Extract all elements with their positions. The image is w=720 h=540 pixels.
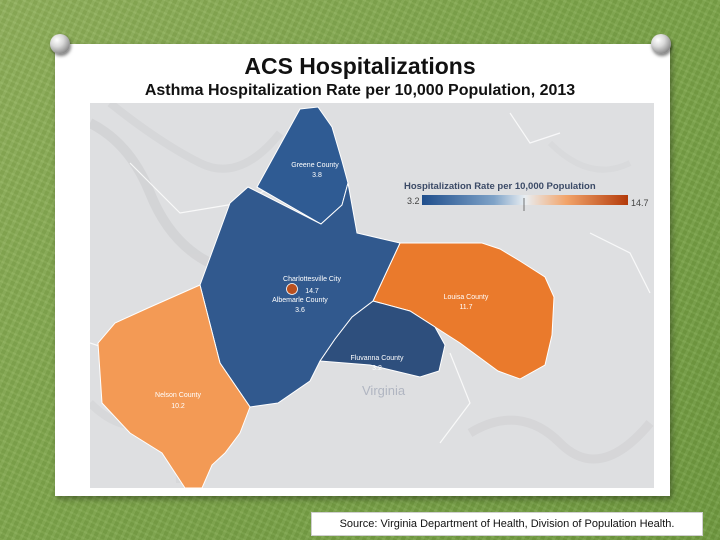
source-caption: Source: Virginia Department of Health, D…	[311, 512, 703, 536]
county-label-albemarle: Albemarle County	[272, 297, 328, 304]
slide-title: ACS Hospitalizations	[244, 53, 476, 79]
county-value-charlottesville: 14.7	[305, 288, 319, 295]
county-charlottesville[interactable]	[286, 283, 298, 295]
pushpin-left-icon	[50, 34, 70, 54]
county-nelson[interactable]	[97, 284, 251, 488]
state-label: Virginia	[362, 383, 406, 398]
county-value-louisa: 11.7	[459, 304, 472, 311]
county-label-greene: Greene County	[291, 162, 339, 169]
county-value-nelson: 10.2	[171, 403, 185, 410]
county-label-nelson: Nelson County	[155, 392, 201, 399]
county-label-charlottesville: Charlottesville City	[283, 276, 341, 283]
county-label-fluvanna: Fluvanna County	[351, 355, 404, 362]
county-value-greene: 3.8	[312, 172, 322, 179]
legend-min-label: 3.2	[407, 196, 420, 206]
county-label-louisa: Louisa County	[444, 294, 489, 301]
legend-title: Hospitalization Rate per 10,000 Populati…	[404, 181, 596, 192]
choropleth-map: Greene County 3.8 Charlottesville City 1…	[90, 103, 654, 488]
slide-subtitle: Asthma Hospitalization Rate per 10,000 P…	[144, 82, 576, 99]
county-value-albemarle: 3.6	[295, 307, 305, 314]
county-value-fluvanna: 3.2	[372, 365, 382, 372]
legend-max-label: 14.7	[631, 198, 649, 208]
legend-gradient-bar	[422, 195, 628, 205]
pushpin-right-icon	[651, 34, 671, 54]
